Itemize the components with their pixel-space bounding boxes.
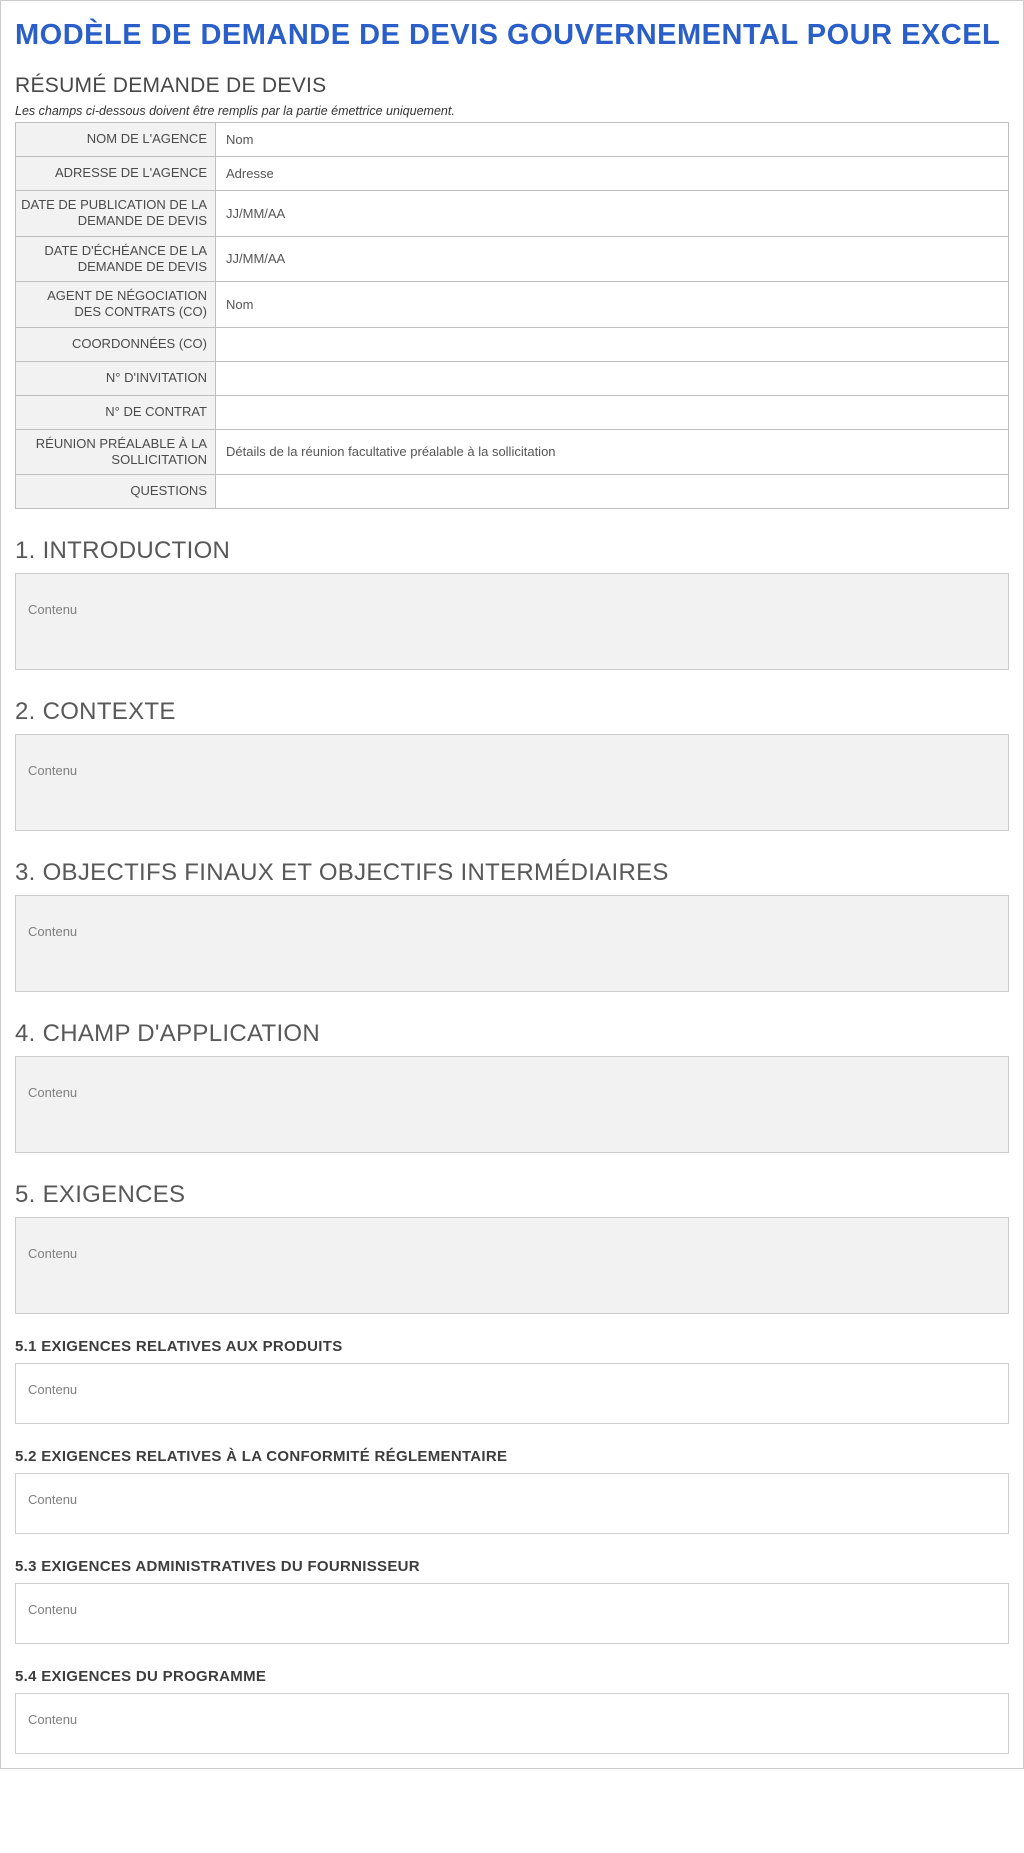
summary-value[interactable] (216, 395, 1009, 429)
subsection-content[interactable]: Contenu (15, 1583, 1009, 1644)
table-row: AGENT DE NÉGOCIATION DES CONTRATS (CO)No… (16, 282, 1009, 328)
summary-table: NOM DE L'AGENCENomADRESSE DE L'AGENCEAdr… (15, 122, 1009, 509)
summary-value[interactable]: Nom (216, 123, 1009, 157)
summary-label: DATE D'ÉCHÉANCE DE LA DEMANDE DE DEVIS (16, 236, 216, 282)
section: 2. CONTEXTE Contenu (15, 698, 1009, 831)
subsection-content[interactable]: Contenu (15, 1473, 1009, 1534)
section-content[interactable]: Contenu (15, 1217, 1009, 1314)
summary-heading: RÉSUMÉ DEMANDE DE DEVIS (15, 74, 1009, 98)
summary-label: ADRESSE DE L'AGENCE (16, 157, 216, 191)
table-row: DATE DE PUBLICATION DE LA DEMANDE DE DEV… (16, 191, 1009, 237)
section-content[interactable]: Contenu (15, 734, 1009, 831)
summary-label: QUESTIONS (16, 475, 216, 509)
page-title: MODÈLE DE DEMANDE DE DEVIS GOUVERNEMENTA… (15, 19, 1009, 52)
summary-label: COORDONNÉES (CO) (16, 327, 216, 361)
section-title: 1. INTRODUCTION (15, 537, 1009, 565)
section: 3. OBJECTIFS FINAUX ET OBJECTIFS INTERMÉ… (15, 859, 1009, 992)
subsection-title: 5.4 EXIGENCES DU PROGRAMME (15, 1668, 1009, 1685)
summary-value[interactable]: JJ/MM/AA (216, 191, 1009, 237)
table-row: NOM DE L'AGENCENom (16, 123, 1009, 157)
subsection: 5.3 EXIGENCES ADMINISTRATIVES DU FOURNIS… (15, 1558, 1009, 1644)
subsection-title: 5.3 EXIGENCES ADMINISTRATIVES DU FOURNIS… (15, 1558, 1009, 1575)
section: 1. INTRODUCTION Contenu (15, 537, 1009, 670)
summary-label: AGENT DE NÉGOCIATION DES CONTRATS (CO) (16, 282, 216, 328)
section-content[interactable]: Contenu (15, 1056, 1009, 1153)
table-row: N° D'INVITATION (16, 361, 1009, 395)
subsection-title: 5.2 EXIGENCES RELATIVES À LA CONFORMITÉ … (15, 1448, 1009, 1465)
summary-note: Les champs ci-dessous doivent être rempl… (15, 104, 1009, 118)
summary-label: NOM DE L'AGENCE (16, 123, 216, 157)
table-row: QUESTIONS (16, 475, 1009, 509)
summary-value[interactable] (216, 327, 1009, 361)
summary-label: N° DE CONTRAT (16, 395, 216, 429)
table-row: DATE D'ÉCHÉANCE DE LA DEMANDE DE DEVISJJ… (16, 236, 1009, 282)
section-title: 3. OBJECTIFS FINAUX ET OBJECTIFS INTERMÉ… (15, 859, 1009, 887)
subsection-content[interactable]: Contenu (15, 1693, 1009, 1754)
section-content[interactable]: Contenu (15, 573, 1009, 670)
section-title: 5. EXIGENCES (15, 1181, 1009, 1209)
subsection: 5.2 EXIGENCES RELATIVES À LA CONFORMITÉ … (15, 1448, 1009, 1534)
section: 5. EXIGENCESContenu5.1 EXIGENCES RELATIV… (15, 1181, 1009, 1754)
section-title: 4. CHAMP D'APPLICATION (15, 1020, 1009, 1048)
summary-value[interactable]: Adresse (216, 157, 1009, 191)
summary-label: DATE DE PUBLICATION DE LA DEMANDE DE DEV… (16, 191, 216, 237)
summary-value[interactable] (216, 475, 1009, 509)
summary-value[interactable] (216, 361, 1009, 395)
section-content[interactable]: Contenu (15, 895, 1009, 992)
summary-value[interactable]: Nom (216, 282, 1009, 328)
subsection: 5.1 EXIGENCES RELATIVES AUX PRODUITS Cont… (15, 1338, 1009, 1424)
table-row: RÉUNION PRÉALABLE À LA SOLLICITATIONDéta… (16, 429, 1009, 475)
section: 4. CHAMP D'APPLICATION Contenu (15, 1020, 1009, 1153)
table-row: COORDONNÉES (CO) (16, 327, 1009, 361)
subsection: 5.4 EXIGENCES DU PROGRAMME Contenu (15, 1668, 1009, 1754)
summary-label: RÉUNION PRÉALABLE À LA SOLLICITATION (16, 429, 216, 475)
summary-value[interactable]: JJ/MM/AA (216, 236, 1009, 282)
summary-value[interactable]: Détails de la réunion facultative préala… (216, 429, 1009, 475)
subsection-title: 5.1 EXIGENCES RELATIVES AUX PRODUITS (15, 1338, 1009, 1355)
table-row: ADRESSE DE L'AGENCEAdresse (16, 157, 1009, 191)
section-title: 2. CONTEXTE (15, 698, 1009, 726)
table-row: N° DE CONTRAT (16, 395, 1009, 429)
subsection-content[interactable]: Contenu (15, 1363, 1009, 1424)
summary-label: N° D'INVITATION (16, 361, 216, 395)
